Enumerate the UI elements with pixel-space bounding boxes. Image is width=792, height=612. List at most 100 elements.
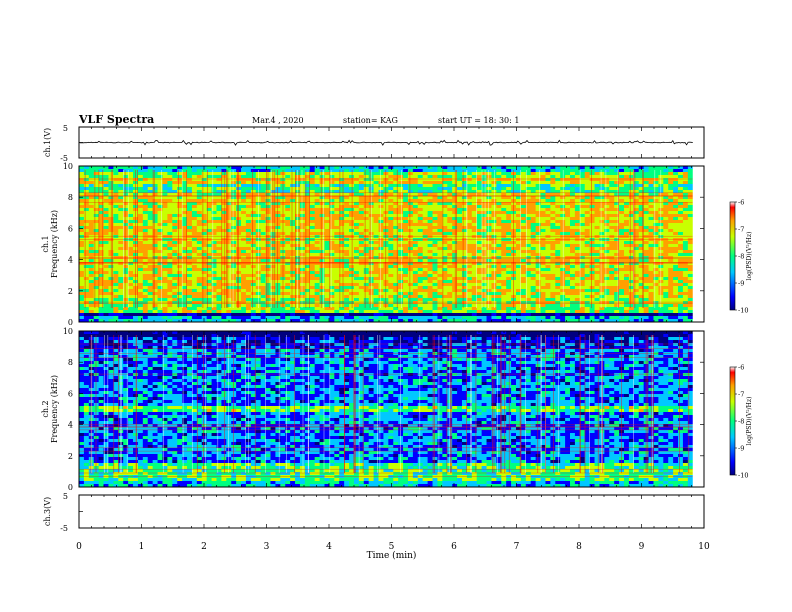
spectro-cell xyxy=(633,166,640,170)
spectro-cell xyxy=(177,277,183,281)
spectro-cell xyxy=(417,193,424,197)
spectro-cell xyxy=(79,211,85,215)
spectro-cell xyxy=(574,199,581,203)
spectro-cell xyxy=(535,166,541,170)
spectro-cell xyxy=(285,202,291,206)
spectro-cell xyxy=(196,196,203,200)
spectro-cell xyxy=(550,238,556,242)
spectro-cell xyxy=(172,235,178,239)
spectro-cell xyxy=(113,271,119,275)
spectro-cell xyxy=(535,265,541,269)
spectro-cell xyxy=(299,274,306,278)
spectro-cell xyxy=(678,280,684,284)
spectro-cell xyxy=(579,172,586,176)
spectro-cell xyxy=(624,196,630,200)
spectro-cell xyxy=(349,217,355,221)
spectro-cell xyxy=(196,238,203,242)
spectro-cell xyxy=(412,235,419,239)
spectro-cell xyxy=(599,178,605,182)
spectro-cell xyxy=(285,208,291,212)
spectro-cell xyxy=(201,190,208,194)
spectro-cell xyxy=(442,277,448,281)
spectro-cell xyxy=(682,196,689,200)
spectro-cell xyxy=(471,184,478,188)
spectro-cell xyxy=(142,214,149,218)
spectro-cell xyxy=(344,238,350,242)
spectro-cell xyxy=(628,193,635,197)
spectro-cell xyxy=(88,181,95,185)
spectro-cell xyxy=(501,280,507,284)
spectro-cell xyxy=(363,259,370,263)
spectro-cell xyxy=(437,193,443,197)
spectro-cell xyxy=(594,196,600,200)
spectro-cell xyxy=(422,250,429,254)
spectro-cell xyxy=(295,196,301,200)
spectro-cell xyxy=(560,217,566,221)
spectro-cell xyxy=(412,166,419,170)
spectro-cell xyxy=(609,181,615,185)
spectro-cell xyxy=(682,190,689,194)
spectro-cell xyxy=(334,217,340,221)
spectro-cell xyxy=(471,229,478,233)
spectro-cell xyxy=(466,211,473,215)
spectro-cell xyxy=(241,226,247,230)
spectro-cell xyxy=(83,190,90,194)
spectro-cell xyxy=(461,277,468,281)
spectro-cell xyxy=(226,277,232,281)
spectro-cell xyxy=(123,283,129,287)
spectro-cell xyxy=(191,259,198,263)
spectro-cell xyxy=(201,271,208,275)
spectro-cell xyxy=(226,259,232,263)
spectro-cell xyxy=(673,253,679,257)
spectro-cell xyxy=(201,253,208,257)
spectro-cell xyxy=(682,178,689,182)
spectro-cell xyxy=(147,247,154,251)
spectro-cell xyxy=(520,166,527,170)
spectro-cell xyxy=(427,250,433,254)
spectro-cell xyxy=(167,229,173,233)
spectro-cell xyxy=(260,166,266,170)
spectro-cell xyxy=(182,166,188,170)
spectro-cell xyxy=(437,235,443,239)
spectro-cell xyxy=(447,211,453,215)
spectro-cell xyxy=(378,217,384,221)
spectro-cell xyxy=(157,178,163,182)
spectro-cell xyxy=(118,205,124,209)
spectro-cell xyxy=(339,277,345,281)
spectro-cell xyxy=(624,223,630,227)
spectro-cell xyxy=(594,169,600,173)
spectro-cell xyxy=(290,217,296,221)
spectro-cell xyxy=(457,265,463,269)
spectro-cell xyxy=(304,223,311,227)
spectro-cell xyxy=(113,196,119,200)
spectro-cell xyxy=(226,214,232,218)
spectro-cell xyxy=(520,232,527,236)
spectro-cell xyxy=(442,247,448,251)
spectro-cell xyxy=(88,190,95,194)
spectro-cell xyxy=(594,220,600,224)
spectro-cell xyxy=(113,235,119,239)
spectro-cell xyxy=(358,199,365,203)
spectro-cell xyxy=(231,232,237,236)
spectro-cell xyxy=(128,214,134,218)
spectro-cell xyxy=(604,178,610,182)
spectro-cell xyxy=(550,196,556,200)
spectro-cell xyxy=(206,223,212,227)
spectro-cell xyxy=(471,238,478,242)
spectro-cell xyxy=(555,250,561,254)
spectro-cell xyxy=(245,271,252,275)
spectro-cell xyxy=(520,214,527,218)
spectro-cell xyxy=(285,226,291,230)
spectro-cell xyxy=(486,205,492,209)
spectro-cell xyxy=(673,226,679,230)
spectro-cell xyxy=(540,277,546,281)
spectro-cell xyxy=(584,229,591,233)
spectro-cell xyxy=(118,253,124,257)
spectro-cell xyxy=(206,226,212,230)
spectro-cell xyxy=(358,280,365,284)
spectro-cell xyxy=(93,196,100,200)
spectro-cell xyxy=(545,217,551,221)
spectro-cell xyxy=(211,193,217,197)
spectro-cell xyxy=(638,265,645,269)
spectro-cell xyxy=(231,229,237,233)
